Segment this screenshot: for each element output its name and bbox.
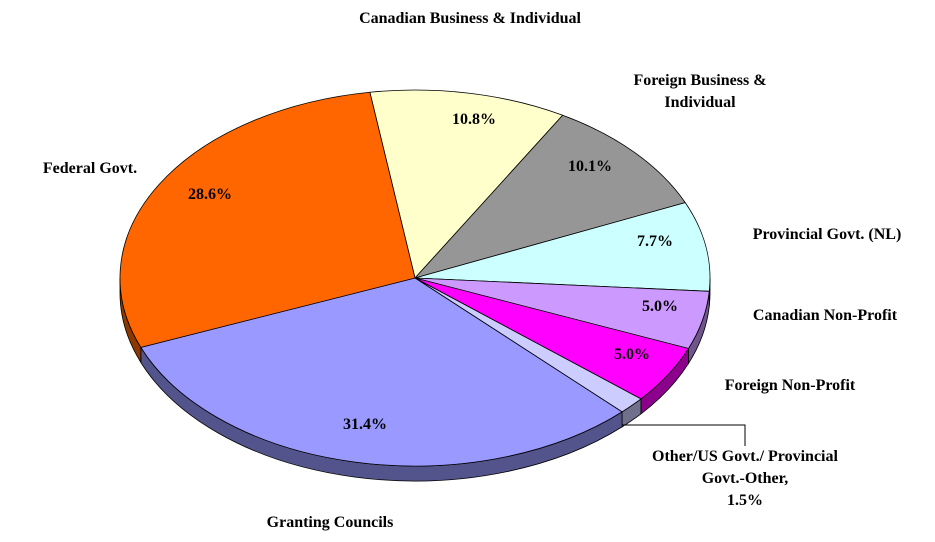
value-label: 5.0%: [642, 298, 678, 315]
category-name: Foreign Non-Profit: [724, 377, 856, 394]
category-name: Other/US Govt./ Provincial Govt.-Other,: [652, 448, 838, 487]
value-label: 1.5%: [727, 492, 763, 509]
slice: [413, 114, 686, 279]
value-label: 5.0%: [614, 346, 650, 363]
layer: [119, 89, 711, 467]
value-label: 7.7%: [637, 233, 673, 250]
slice: [369, 89, 564, 279]
slice-label: Foreign Non-Profit: [690, 375, 890, 397]
category-name: Federal Govt.: [42, 160, 138, 177]
category-name: Canadian Non-Profit: [752, 307, 898, 324]
slice-label: Foreign Business & Individual: [610, 70, 790, 114]
value-label: 31.4%: [343, 416, 387, 433]
leader-line: [622, 424, 746, 446]
slice-label: Granting Councils: [250, 512, 410, 534]
slice-label: Canadian Business & Individual: [355, 8, 585, 30]
value-label: 10.1%: [568, 158, 612, 175]
slice-label: Canadian Non-Profit: [720, 305, 930, 327]
category-name: Provincial Govt. (NL): [752, 226, 902, 243]
value-label: 10.8%: [452, 111, 496, 128]
slice-label: Provincial Govt. (NL): [722, 224, 932, 246]
layer: [119, 277, 711, 482]
slice: [119, 91, 416, 348]
slice-label: Federal Govt.: [10, 158, 170, 180]
value-label: 28.6%: [188, 186, 232, 203]
category-name: Canadian Business & Individual: [359, 10, 581, 27]
slice: [414, 202, 711, 292]
slice: [140, 277, 623, 467]
slice-label: Other/US Govt./ Provincial Govt.-Other, 1…: [645, 446, 845, 512]
category-name: Foreign Business & Individual: [633, 72, 767, 111]
category-name: Granting Councils: [266, 514, 394, 531]
